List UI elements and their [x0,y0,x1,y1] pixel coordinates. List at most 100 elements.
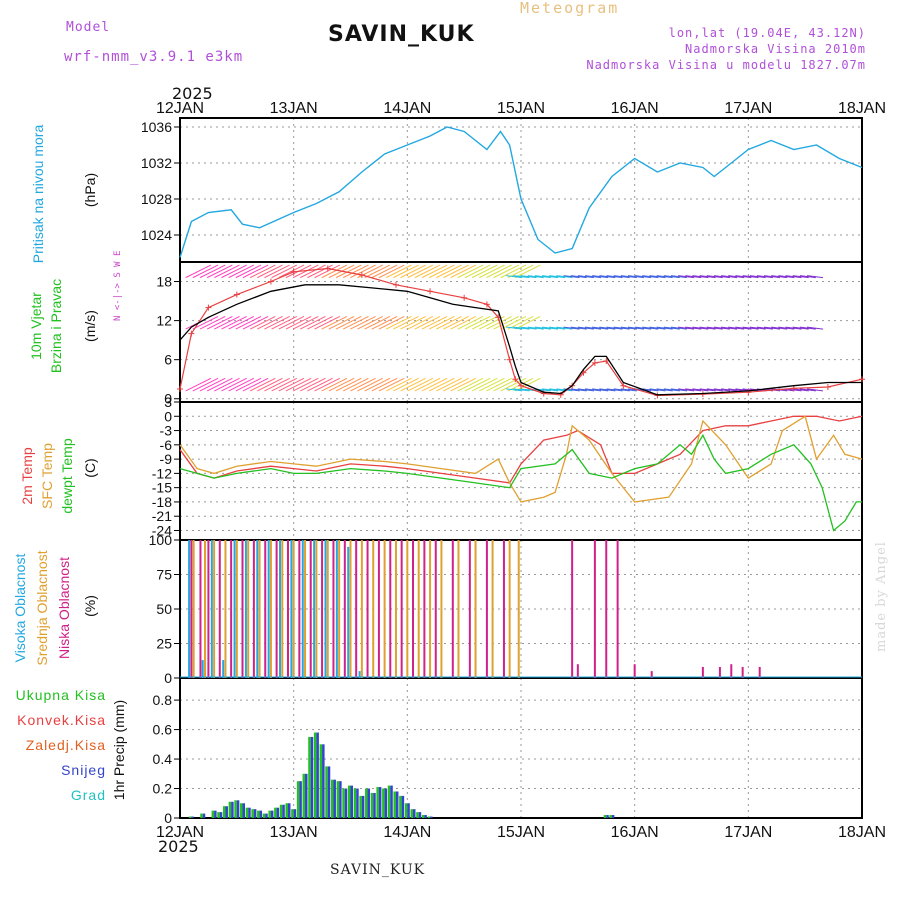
wind-barb [228,377,255,392]
wind-barb [513,388,530,392]
wind-barb [378,316,405,330]
wind-barb [541,388,559,392]
wind-barb [364,316,391,330]
wind-barb [471,377,498,392]
wind-barb [514,377,541,392]
wind-barb [235,377,262,392]
wind-barb [421,377,448,392]
wind-barb [806,326,824,330]
model-name: wrf-nmm_v3.9.1 e3km [64,49,244,65]
wind-barb [371,264,398,279]
wind-barb [713,326,730,330]
wind-barb [257,264,283,279]
precip-bar-snow [373,792,376,818]
wind-barb [414,377,441,392]
precip-bar-total [291,809,294,818]
wind-barb [699,326,716,330]
precip-bar-snow [219,812,223,818]
wind-barb [592,275,609,279]
ytick-label: 75 [156,567,172,583]
wind-speed-line [179,284,862,396]
wind-barb [400,377,426,392]
wind-barb [728,326,745,330]
precip-bar-snow [214,810,217,818]
ytick-label: 6 [164,352,172,368]
precip-bar-total [296,781,300,818]
wind-barb [507,264,534,279]
xtick-label-top: 16JAN [611,100,659,117]
wind-barb [249,316,276,330]
wind-barb [613,388,630,392]
wind-barb [271,377,298,392]
ytick-label: 0 [164,670,172,686]
wind-barb [577,388,594,392]
wind-barb [486,316,512,330]
xtick-label-top: 18JAN [838,100,886,117]
precip-bar-snow [424,815,427,818]
precip-bar-snow [299,781,302,818]
precip-bar-snow [191,816,194,818]
wind-barb [264,264,290,279]
ytick-label: -18 [152,494,172,510]
wind-barb [300,377,326,392]
ytick-label: 50 [156,601,172,617]
wind-barb [642,275,659,279]
wind-barb [385,264,412,279]
wind-barb [185,264,212,279]
precip-bar-total [376,787,379,818]
precip-bar-snow [248,807,251,818]
wind-barb [685,388,702,392]
ytick-label: 18 [156,274,172,290]
ytick-label: 0 [164,391,172,407]
wind-barb [506,275,523,279]
ytick-label: 1036 [141,119,172,135]
legend-hail: Grad [70,787,106,803]
precip-bar-total [217,812,220,818]
wind-barb [264,316,290,330]
wind-barb [428,264,455,279]
wind-barb [799,326,816,330]
wind-barb [206,316,233,330]
wind-barb [799,388,816,392]
precip-bar-snow [253,809,257,818]
precip-bar-snow [305,773,308,818]
wind-barb [371,377,398,392]
wind-barb [663,326,680,330]
precip-bar-total [262,813,266,818]
wind-barb [235,316,262,330]
xtick-label-top: 12JAN [156,100,204,117]
ytick-label: 0.8 [153,692,173,708]
wind-barb [635,275,652,279]
precip-bar-total [365,788,368,818]
ytick-label: 25 [156,636,172,652]
ytick-label: 1032 [141,155,172,171]
wind-barb [486,377,512,392]
wind-barb [257,316,283,330]
xtick-label-bottom: 12JAN [156,824,204,841]
wind-barb [457,377,484,392]
wind-barb [670,326,688,330]
dewpt-line [179,433,862,532]
wind-barb [199,264,226,279]
wind-barb [321,377,348,392]
wind-barb [214,316,240,330]
xtick-label-top: 14JAN [383,100,431,117]
precip-bar-total [211,810,215,818]
precip-bar-total [302,773,306,818]
wind-barb [685,326,702,330]
wind-barb [199,377,226,392]
wind-barb [221,316,247,330]
wind-barb [541,326,559,330]
wind-barb [493,264,520,279]
precip-bar-snow [293,809,297,818]
wind-barb [735,275,752,279]
ytick-label: -24 [152,522,172,538]
precip-bar-total [274,807,277,818]
ytick-label: 1024 [141,227,172,243]
wind-barb [642,388,659,392]
xtick-label-bottom: 13JAN [270,824,318,841]
wind-barb [393,316,419,330]
wind-barb [606,326,623,330]
wind-barb [271,316,298,330]
wind-barb [285,377,312,392]
